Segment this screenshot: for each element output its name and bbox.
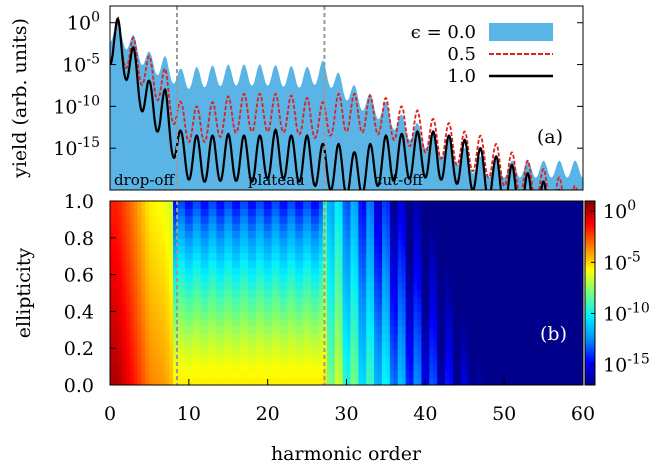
panel-a-y-axis: 100 10-5 10-10 10-15 [53,10,583,160]
panel-b-y-tick-label-1: 0.2 [64,338,94,360]
colorbar-bar [584,200,596,386]
panel-b-guide-lines [176,201,326,385]
panel-a: 100 10-5 10-10 10-15 drop-off plateau cut-off… [9,5,584,191]
region-label-0: drop-off [114,171,176,189]
y-tick-label-0: 100 [67,10,100,35]
x-tick-label-2: 20 [256,403,280,425]
region-label-2: cut-off [374,171,424,189]
panel-a-plot-area [110,16,583,190]
y-tick-label-1: 10-5 [62,52,100,77]
panel-b-y-axis-label: ellipticity [13,248,35,339]
x-axis-label: harmonic order [271,443,422,465]
panel-a-label: (a) [537,126,563,148]
colorbar-tick-label-0: 100 [603,198,636,223]
panel-a-y-axis-label: yield (arb. units) [9,18,31,179]
y-tick-label-3: 10-15 [53,135,100,160]
heatmap [110,201,583,385]
x-tick-label-6: 60 [571,403,595,425]
x-tick-label-4: 40 [413,403,437,425]
panel-a-region-labels: drop-off plateau cut-off [114,171,424,189]
panel-b-label: (b) [540,323,567,345]
panel-b-y-tick-label-0: 0.0 [64,375,94,397]
x-tick-label-5: 50 [492,403,516,425]
legend-label-1: 0.5 [447,44,476,65]
panel-b: 0 10 20 30 40 50 60 0.0 0.2 0.4 0.6 0.8 1.0 elliptic… [13,191,650,465]
panel-b-y-tick-label-5: 1.0 [64,191,94,213]
legend-swatch-0 [489,23,553,41]
panel-b-axes: 0 10 20 30 40 50 60 0.0 0.2 0.4 0.6 0.8 1.0 [64,191,595,425]
legend: ϵ = 0.00.51.0 [411,22,553,87]
legend-label-2: 1.0 [447,66,476,87]
colorbar-tick-label-2: 10-10 [603,300,650,325]
series-0.5-line [110,21,578,190]
series-1.0-line [110,16,561,190]
series-0.0-area [110,21,583,190]
panel-a-frame [109,5,584,191]
panel-a-guide-lines [176,6,326,190]
region-label-1: plateau [248,171,305,189]
legend-label-0: ϵ = 0.0 [411,22,476,43]
x-tick-label-0: 0 [104,403,116,425]
panel-b-y-tick-label-2: 0.4 [64,301,94,323]
panel-b-y-tick-label-4: 0.8 [64,228,94,250]
panel-b-y-tick-label-3: 0.6 [64,265,94,287]
x-tick-label-1: 10 [177,403,201,425]
colorbar-tick-label-3: 10-15 [603,352,650,377]
y-tick-label-2: 10-10 [53,93,100,118]
colorbar-tick-label-1: 10-5 [603,249,641,274]
x-tick-label-3: 30 [334,403,358,425]
colorbar: 100 10-5 10-10 10-15 [584,198,650,386]
